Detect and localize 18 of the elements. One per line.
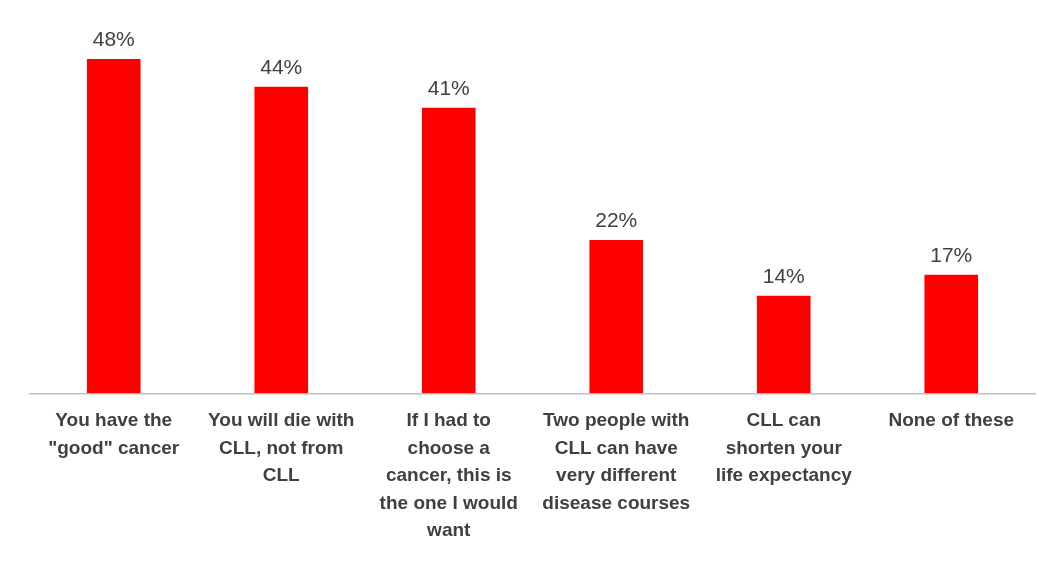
x-tick-label: None of these	[888, 409, 1015, 431]
x-tick-label: You will die with CLL, not from CLL	[208, 409, 355, 486]
x-tick-label: If I had to choose a cancer, this is the one I would want	[379, 409, 518, 541]
data-label: 41%	[427, 75, 470, 99]
x-tick-label: You have the "good" cancer	[48, 409, 180, 458]
data-label: 22%	[595, 208, 638, 232]
bar	[421, 107, 476, 394]
data-label: 17%	[930, 243, 973, 267]
data-label: 14%	[762, 264, 805, 288]
bar	[86, 58, 141, 394]
data-label: 44%	[260, 55, 303, 79]
bar	[589, 240, 644, 394]
x-tick-label: CLL can shorten your life expectancy	[715, 409, 853, 486]
bar	[924, 274, 979, 394]
bar	[756, 295, 811, 394]
data-label: 48%	[92, 27, 135, 51]
bar	[254, 86, 309, 394]
x-tick-label: Two people with CLL can have very different disease courses	[542, 409, 691, 513]
